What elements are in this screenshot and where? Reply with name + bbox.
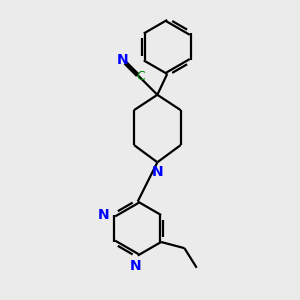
Text: N: N bbox=[98, 208, 109, 222]
Text: C: C bbox=[136, 70, 145, 83]
Text: N: N bbox=[152, 165, 163, 179]
Text: N: N bbox=[117, 53, 129, 68]
Text: N: N bbox=[130, 259, 142, 273]
